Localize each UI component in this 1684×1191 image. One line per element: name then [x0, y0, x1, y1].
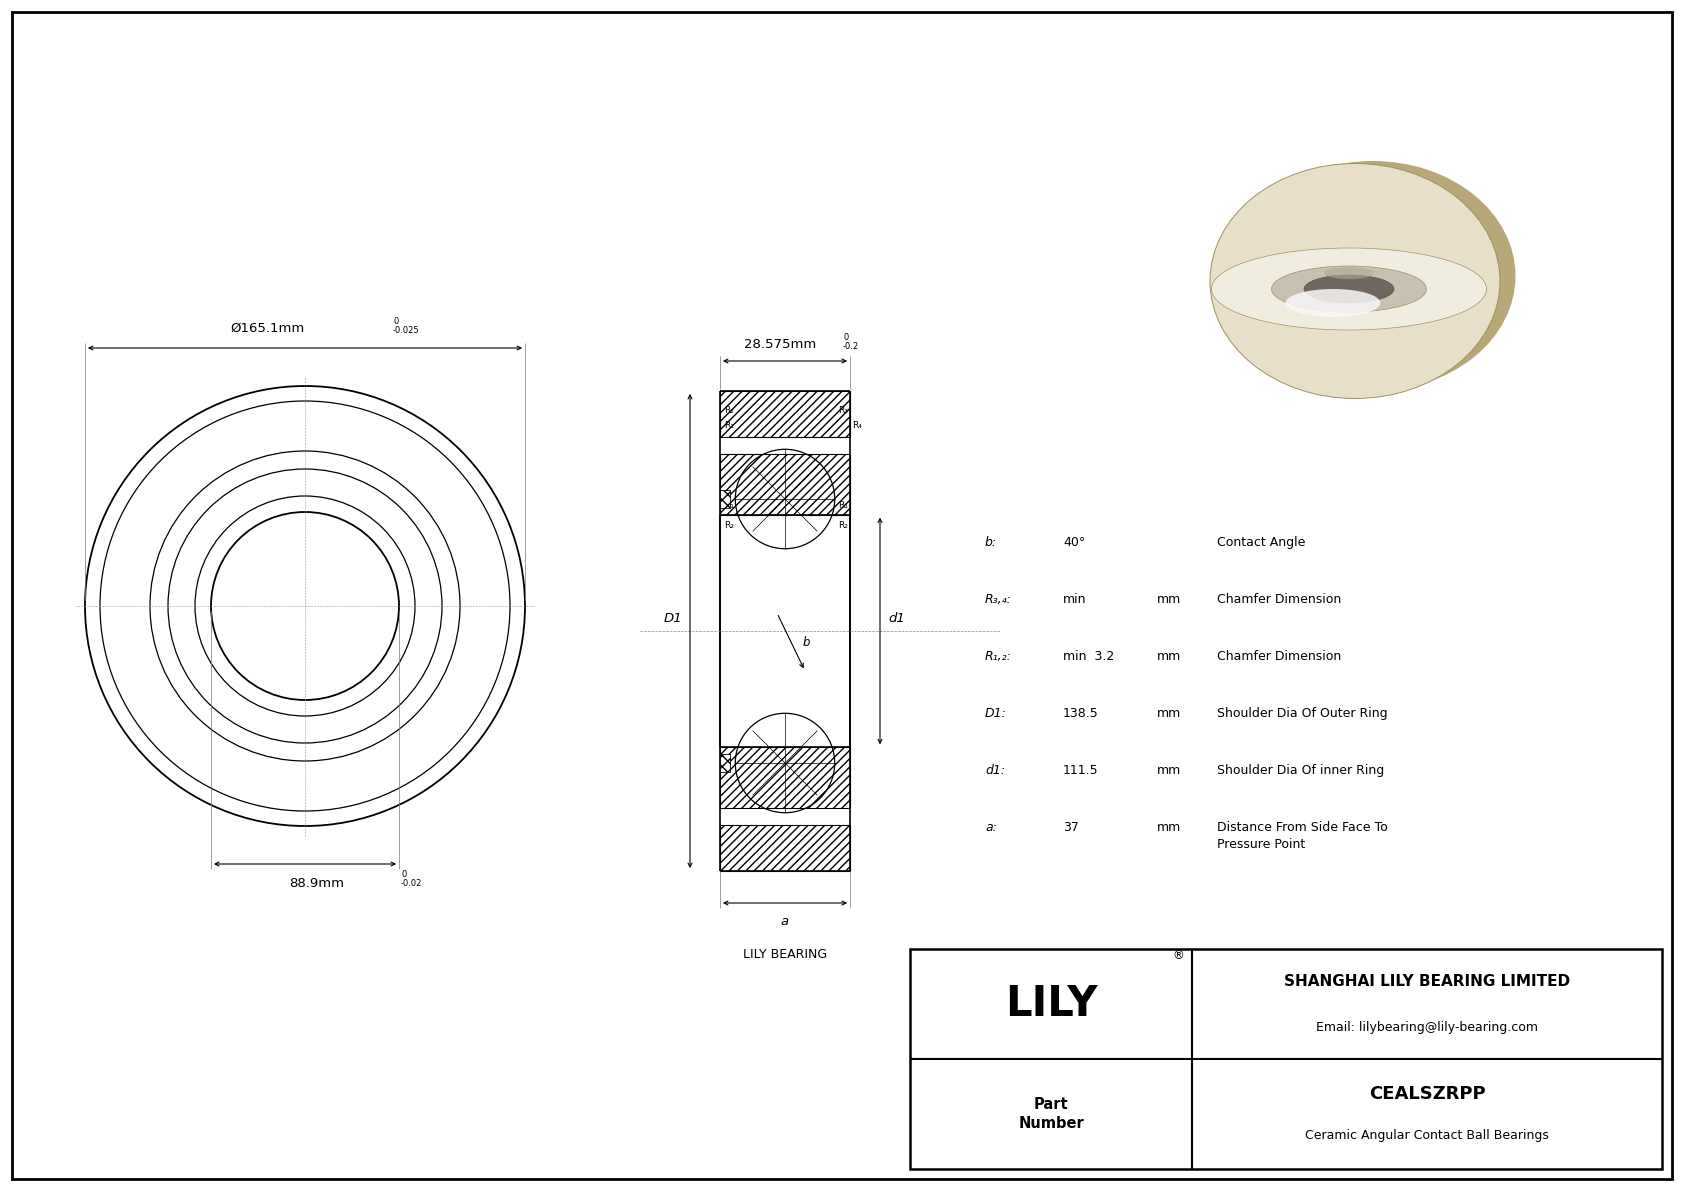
Ellipse shape	[1211, 248, 1487, 330]
Bar	[721, 754, 729, 772]
Text: Chamfer Dimension: Chamfer Dimension	[1218, 650, 1340, 663]
Text: R₂: R₂	[839, 520, 849, 530]
Text: mm: mm	[1157, 593, 1180, 606]
Text: Part
Number: Part Number	[1019, 1097, 1084, 1131]
Text: min: min	[1063, 593, 1086, 606]
Text: Shoulder Dia Of Outer Ring: Shoulder Dia Of Outer Ring	[1218, 707, 1388, 721]
Text: Chamfer Dimension: Chamfer Dimension	[1218, 593, 1340, 606]
Text: R₁: R₁	[724, 420, 734, 430]
Bar	[909, 949, 1662, 1170]
Text: Ceramic Angular Contact Ball Bearings: Ceramic Angular Contact Ball Bearings	[1305, 1129, 1549, 1142]
Text: mm: mm	[1157, 821, 1180, 834]
Text: b:: b:	[985, 536, 997, 549]
Text: Email: lilybearing@lily-bearing.com: Email: lilybearing@lily-bearing.com	[1315, 1021, 1537, 1034]
Bar	[721, 454, 850, 515]
Text: 0: 0	[401, 869, 406, 879]
Text: 88.9mm: 88.9mm	[290, 877, 345, 890]
Text: -0.02: -0.02	[401, 879, 423, 888]
Text: 37: 37	[1063, 821, 1079, 834]
Text: min  3.2: min 3.2	[1063, 650, 1115, 663]
Text: SHANGHAI LILY BEARING LIMITED: SHANGHAI LILY BEARING LIMITED	[1283, 974, 1569, 990]
Text: CEALSZRPP: CEALSZRPP	[1369, 1085, 1485, 1103]
Text: d1: d1	[887, 612, 904, 625]
Text: R₁: R₁	[724, 501, 734, 510]
Text: Ø165.1mm: Ø165.1mm	[231, 322, 305, 335]
Text: d1:: d1:	[985, 763, 1005, 777]
Text: Distance From Side Face To
Pressure Point: Distance From Side Face To Pressure Poin…	[1218, 821, 1388, 852]
Text: R₄: R₄	[852, 420, 862, 430]
Bar	[721, 490, 729, 509]
Text: D1:: D1:	[985, 707, 1007, 721]
Text: D1: D1	[663, 612, 682, 625]
Text: Shoulder Dia Of inner Ring: Shoulder Dia Of inner Ring	[1218, 763, 1384, 777]
Text: -0.025: -0.025	[392, 326, 419, 335]
Ellipse shape	[1231, 161, 1516, 391]
Text: R₃,₄:: R₃,₄:	[985, 593, 1012, 606]
Bar	[721, 391, 850, 437]
Text: R₃: R₃	[839, 406, 849, 414]
Text: R₂: R₂	[724, 406, 734, 414]
Text: 0: 0	[392, 317, 397, 326]
Text: 28.575mm: 28.575mm	[744, 338, 817, 351]
Text: LILY: LILY	[1005, 983, 1098, 1025]
Text: mm: mm	[1157, 763, 1180, 777]
Text: mm: mm	[1157, 707, 1180, 721]
Text: 0: 0	[844, 333, 849, 342]
Text: mm: mm	[1157, 650, 1180, 663]
Bar	[721, 825, 850, 871]
Ellipse shape	[1285, 289, 1381, 317]
Text: a: a	[781, 915, 790, 928]
Text: LILY BEARING: LILY BEARING	[743, 948, 827, 961]
Text: Contact Angle: Contact Angle	[1218, 536, 1305, 549]
Text: R₂: R₂	[724, 520, 734, 530]
Text: 111.5: 111.5	[1063, 763, 1098, 777]
Ellipse shape	[1303, 275, 1394, 303]
Text: R₁: R₁	[839, 501, 849, 510]
Text: -0.2: -0.2	[844, 342, 859, 351]
Ellipse shape	[1324, 267, 1374, 279]
Bar	[721, 747, 850, 809]
Text: R₁,₂:: R₁,₂:	[985, 650, 1012, 663]
Ellipse shape	[1271, 266, 1426, 312]
Text: ®: ®	[1172, 949, 1184, 962]
Text: a:: a:	[985, 821, 997, 834]
Ellipse shape	[1211, 163, 1500, 399]
Text: 40°: 40°	[1063, 536, 1084, 549]
Text: 138.5: 138.5	[1063, 707, 1098, 721]
Text: b: b	[803, 636, 810, 649]
